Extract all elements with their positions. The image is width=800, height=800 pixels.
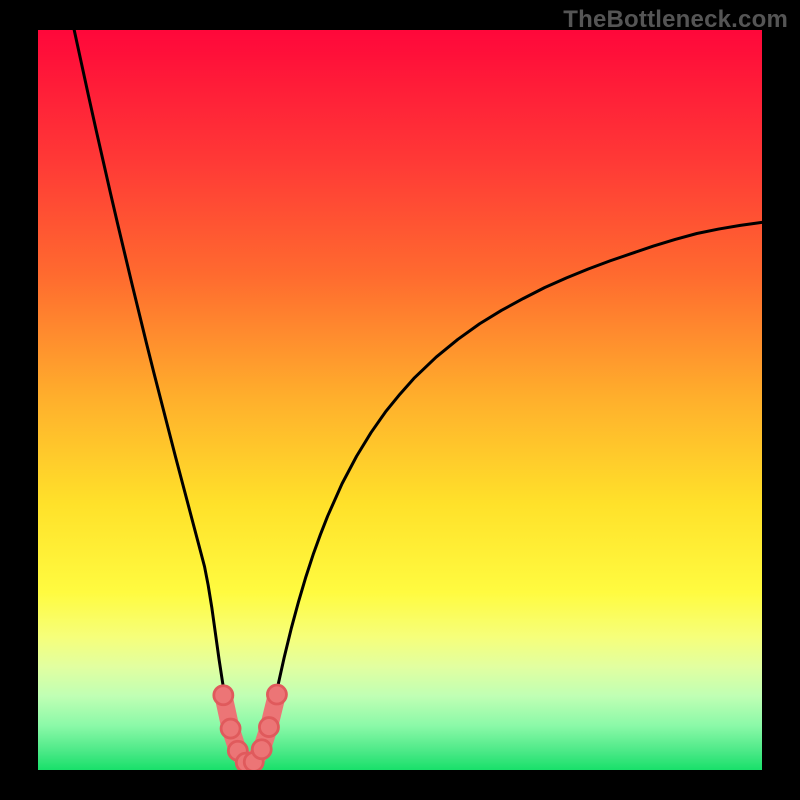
bottleneck-chart — [0, 0, 800, 800]
curve-marker — [259, 718, 278, 737]
curve-marker — [221, 719, 240, 738]
curve-marker — [267, 685, 286, 704]
source-watermark: TheBottleneck.com — [563, 6, 788, 34]
curve-marker — [214, 686, 233, 705]
plot-area — [38, 30, 762, 770]
curve-marker — [252, 740, 271, 759]
stage: TheBottleneck.com — [0, 0, 800, 800]
